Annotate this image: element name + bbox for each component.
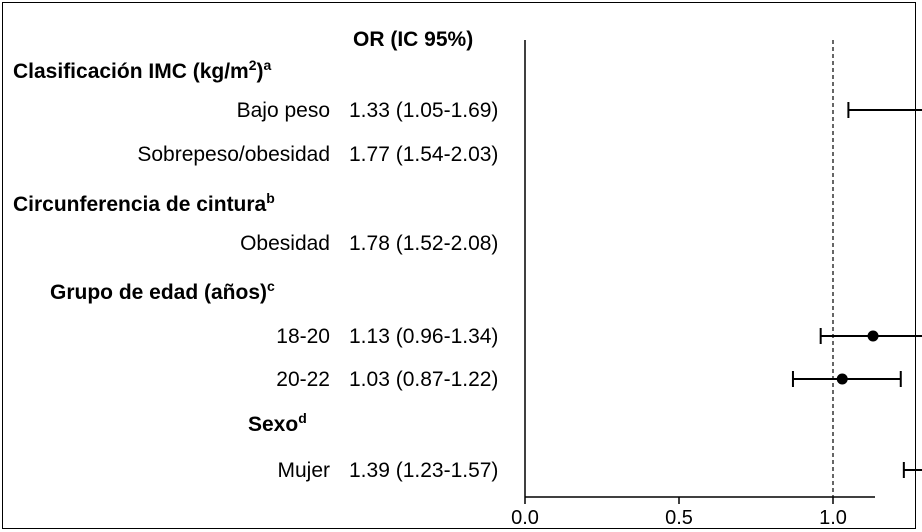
axes-group: 0.00.51.01.52.0: [511, 40, 875, 529]
group-header: Clasificación IMC (kg/m2)a: [13, 57, 272, 83]
row-label: 18-20: [276, 325, 330, 348]
or-ci-text: 1.77 (1.54-2.03): [349, 143, 498, 166]
row-label: Obesidad: [240, 232, 330, 255]
or-point: [867, 330, 879, 342]
x-tick-label: 1.0: [819, 507, 847, 529]
x-tick-label: 0.0: [511, 507, 539, 529]
marks-group: [791, 102, 922, 478]
or-ci-text: 1.78 (1.52-2.08): [349, 232, 498, 255]
group-header: Grupo de edad (años)c: [50, 278, 275, 304]
or-ci-text: 1.03 (0.87-1.22): [349, 368, 498, 391]
or-ci-text: 1.33 (1.05-1.69): [349, 99, 498, 122]
group-header: Sexod: [248, 410, 307, 436]
row-label: Sobrepeso/obesidad: [137, 143, 330, 166]
x-tick-label: 0.5: [665, 507, 693, 529]
or-ci-text: 1.39 (1.23-1.57): [349, 459, 498, 482]
or-ci-text: 1.13 (0.96-1.34): [349, 325, 498, 348]
row-label: Mujer: [277, 459, 330, 482]
group-header: Circunferencia de cinturab: [13, 190, 275, 216]
or-point: [836, 373, 848, 385]
row-label: Bajo peso: [237, 99, 330, 122]
row-label: 20-22: [276, 368, 330, 391]
rows-group: Clasificación IMC (kg/m2)a Bajo peso 1.33 …: [13, 57, 498, 482]
or-column-header: OR (IC 95%): [353, 28, 473, 51]
